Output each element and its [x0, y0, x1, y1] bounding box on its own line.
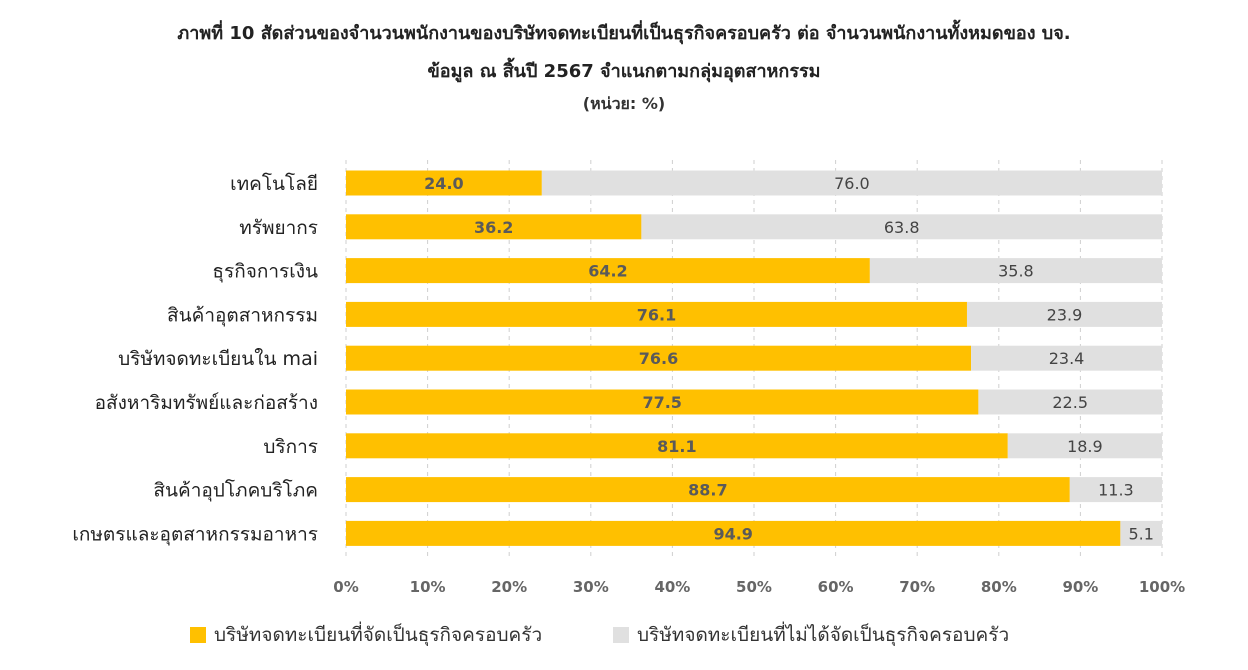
chart-unit-note: (หน่วย: %) [582, 94, 666, 113]
data-label-family: 94.9 [713, 524, 752, 543]
data-label-family: 24.0 [424, 174, 463, 193]
bar-non-family [641, 214, 1162, 240]
x-tick-label: 20% [491, 578, 527, 596]
chart-title: ภาพที่ 10 สัดส่วนของจำนวนพนักงานของบริษั… [177, 23, 1071, 44]
bar-non-family [966, 301, 1162, 327]
data-label-non-family: 76.0 [834, 174, 870, 193]
category-label: สินค้าอุปโภคบริโภค [153, 479, 318, 503]
legend-swatch-family [190, 627, 206, 643]
category-label: ธุรกิจการเงิน [212, 261, 318, 284]
x-tick-label: 80% [981, 578, 1017, 596]
x-tick-label: 100% [1139, 578, 1185, 596]
bar-non-family [971, 345, 1162, 371]
x-tick-label: 30% [573, 578, 609, 596]
bar-non-family [1069, 477, 1162, 503]
bar-chart: 0% 10% 20% 30% 40% 50% 60% 70% 80% 90% 100% 24.0 76.… [72, 160, 1185, 596]
data-label-family: 64.2 [588, 262, 627, 281]
data-label-non-family: 18.9 [1067, 437, 1103, 456]
category-label: ทรัพยากร [239, 217, 318, 239]
data-label-family: 76.1 [637, 305, 676, 324]
legend-item-non-family: บริษัทจดทะเบียนที่ไม่ได้จัดเป็นธุรกิจครอ… [613, 620, 1009, 650]
data-label-non-family: 5.1 [1128, 524, 1153, 543]
data-label-family: 76.6 [639, 349, 678, 368]
bar-family [346, 301, 967, 327]
category-label: บริษัทจดทะเบียนใน mai [118, 348, 318, 370]
data-label-non-family: 11.3 [1098, 481, 1134, 500]
data-label-non-family: 63.8 [884, 218, 920, 237]
x-tick-label: 90% [1062, 578, 1098, 596]
bar-family [346, 520, 1121, 546]
x-tick-label: 70% [899, 578, 935, 596]
legend-label-non-family: บริษัทจดทะเบียนที่ไม่ได้จัดเป็นธุรกิจครอ… [637, 624, 1010, 646]
bar-family [346, 258, 870, 284]
data-label-family: 88.7 [688, 481, 727, 500]
chart-subtitle: ข้อมูล ณ สิ้นปี 2567 จำแนกตามกลุ่มอุตสาห… [427, 61, 821, 82]
category-label: อสังหาริมทรัพย์และก่อสร้าง [95, 392, 318, 414]
bar-family [346, 214, 642, 240]
data-label-family: 81.1 [657, 437, 696, 456]
data-label-non-family: 22.5 [1052, 393, 1088, 412]
bar-non-family [1120, 520, 1162, 546]
bar-family [346, 345, 972, 371]
category-label: เกษตรและอุตสาหกรรมอาหาร [72, 523, 318, 546]
data-label-non-family: 23.9 [1047, 305, 1083, 324]
x-tick-label: 10% [410, 578, 446, 596]
category-label: เทคโนโลยี [230, 172, 318, 195]
x-tick-label: 0% [333, 578, 358, 596]
legend-item-family: บริษัทจดทะเบียนที่จัดเป็นธุรกิจครอบครัว [190, 620, 542, 650]
bar-non-family [541, 170, 1162, 196]
bar-non-family [869, 258, 1162, 284]
bar-non-family [1007, 433, 1162, 459]
data-label-non-family: 23.4 [1049, 349, 1085, 368]
category-label: บริการ [263, 436, 318, 458]
x-tick-label: 40% [654, 578, 690, 596]
x-tick-label: 50% [736, 578, 772, 596]
bar-family [346, 389, 979, 415]
legend-swatch-non-family [613, 627, 629, 643]
data-label-non-family: 35.8 [998, 262, 1034, 281]
data-label-family: 77.5 [642, 393, 681, 412]
category-label: สินค้าอุตสาหกรรม [167, 304, 318, 327]
data-label-family: 36.2 [474, 218, 513, 237]
bar-family [346, 170, 542, 196]
x-tick-label: 60% [818, 578, 854, 596]
legend-label-family: บริษัทจดทะเบียนที่จัดเป็นธุรกิจครอบครัว [214, 624, 543, 646]
bar-family [346, 477, 1070, 503]
bar-family [346, 433, 1008, 459]
bar-non-family [978, 389, 1162, 415]
